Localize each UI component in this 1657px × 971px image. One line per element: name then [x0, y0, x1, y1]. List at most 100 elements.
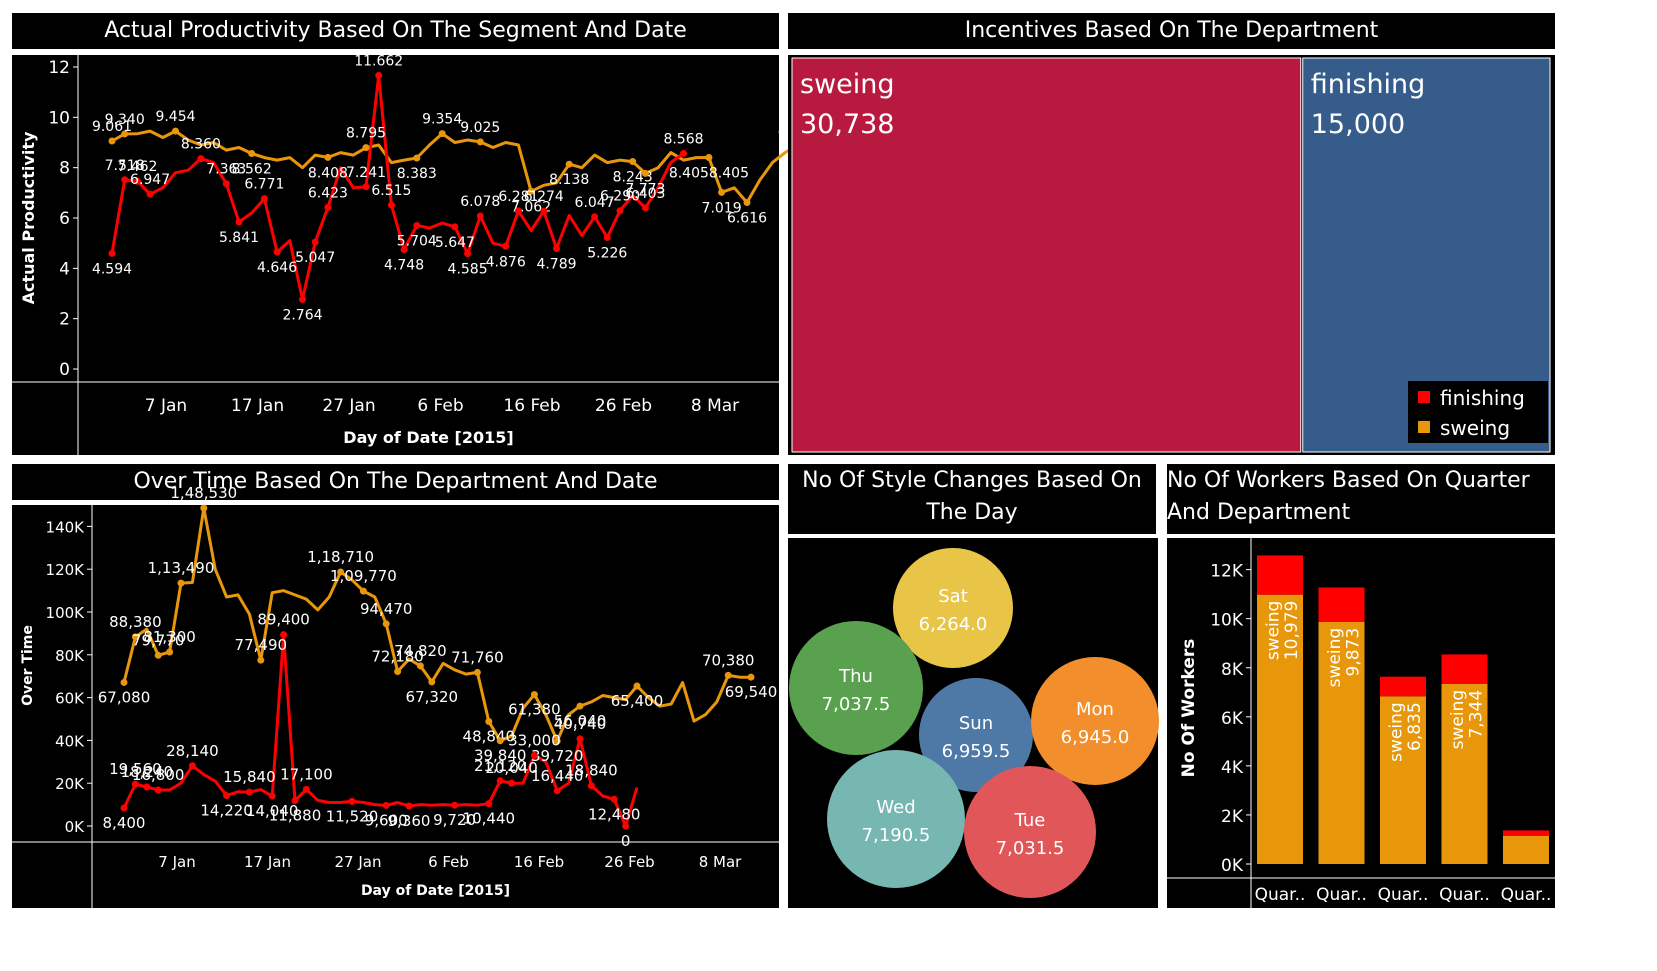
bar-value-label: sweing6,835 [1386, 702, 1425, 762]
data-point-sweing [131, 633, 139, 641]
data-point-finishing [260, 195, 268, 203]
data-label: 72,180 [371, 648, 424, 666]
data-label: 61,380 [508, 701, 561, 719]
data-point-finishing [222, 180, 230, 188]
data-label: 1,48,530 [170, 484, 237, 502]
y-tick-label: 2 [59, 310, 70, 330]
y-tick-label: 10K [1210, 611, 1244, 631]
data-point-finishing [108, 249, 116, 257]
data-point-sweing [200, 504, 208, 512]
data-label: 6.403 [625, 186, 665, 202]
data-label: 6.616 [727, 210, 767, 226]
data-point-finishing [553, 787, 561, 795]
data-point-sweing [416, 662, 424, 670]
data-label: 4.585 [448, 262, 488, 278]
data-label: 17,100 [280, 765, 333, 783]
data-label: 9,720 [433, 811, 476, 829]
data-label: 7.462 [117, 159, 157, 175]
data-label: 19,560 [109, 760, 162, 778]
data-label: 8.4058.405 [669, 165, 749, 181]
x-tick-label: 6 Feb [417, 396, 463, 416]
bubble-value-label: 6,959.5 [942, 741, 1011, 762]
y-tick-label: 12 [48, 58, 70, 78]
bar-sweing [1257, 594, 1303, 864]
x-axis-title: Day of Date [2015] [361, 883, 510, 899]
bar-sweing [1441, 683, 1488, 864]
series-line-sweing [111, 129, 799, 204]
data-label: 67,080 [98, 688, 151, 706]
data-point-sweing [394, 668, 402, 676]
data-label: 9,360 [388, 812, 431, 830]
series-line-finishing [110, 74, 685, 301]
data-point-sweing [527, 187, 535, 195]
x-tick-label: 8 Mar [699, 853, 742, 871]
x-tick-label: 16 Feb [503, 396, 560, 416]
data-label: 39,840 [474, 747, 527, 765]
style-bubble-chart: Sat 6,264.0 Thu 7,037.5 Sun 6,959.5 Mon 6,945.0… [789, 548, 1159, 898]
bubble-value-label: 6,264.0 [919, 614, 988, 635]
data-point-finishing [348, 797, 356, 805]
y-tick-label: 6 [59, 209, 70, 229]
data-point-sweing [413, 154, 421, 162]
x-tick-label: Quar.. [1439, 885, 1490, 905]
x-tick-label: 27 Jan [335, 853, 382, 871]
data-point-sweing [629, 158, 637, 166]
data-point-finishing [245, 788, 253, 796]
bar-value-label: sweing10,979 [1263, 601, 1302, 661]
bubble-sat [893, 548, 1013, 668]
bar-finishing [1441, 654, 1488, 684]
x-tick-label: 17 Jan [231, 396, 284, 416]
style-title: No Of Style Changes Based On The Day [802, 468, 1142, 525]
y-tick-label: 4 [59, 259, 70, 279]
data-point-sweing [724, 671, 732, 679]
bubble-value-label: 7,037.5 [822, 694, 891, 715]
data-label: 4.646 [257, 260, 297, 276]
y-tick-label: 0K [65, 818, 86, 836]
data-label: 11.662 [354, 54, 403, 70]
data-point-finishing [280, 631, 288, 639]
y-tick-label: 120K [46, 561, 86, 579]
legend-swatch-sweing [1418, 421, 1430, 433]
data-point-sweing [576, 702, 584, 710]
data-point-finishing [680, 149, 687, 157]
y-axis-title: Actual Productivity [19, 131, 38, 304]
bubble-mon [1031, 657, 1159, 785]
data-label: 9.354 [422, 112, 462, 128]
data-point-sweing [633, 682, 641, 690]
data-label: 81,300 [143, 628, 196, 646]
treemap-value-finishing: 15,000 [1311, 109, 1405, 140]
data-point-finishing [133, 177, 141, 185]
data-point-finishing [311, 238, 319, 246]
bar-finishing [1503, 830, 1549, 836]
y-tick-label: 60K [55, 690, 85, 708]
data-point-sweing [108, 137, 116, 145]
legend-swatch-finishing [1418, 391, 1430, 403]
data-point-finishing [291, 797, 299, 805]
x-tick-label: 26 Feb [604, 853, 654, 871]
data-point-finishing [451, 223, 459, 231]
x-tick-label: 7 Jan [145, 396, 187, 416]
data-label: 20,040 [485, 759, 538, 777]
x-tick-label: 17 Jan [244, 853, 291, 871]
data-label: 1,18,710 [307, 548, 374, 566]
data-label: 5.047 [295, 250, 335, 266]
data-label: 7.241 [346, 165, 386, 181]
data-label: 6.274 [524, 189, 564, 205]
data-label: 9,600 [365, 811, 408, 829]
data-label: 6.771 [244, 177, 284, 193]
data-label: 6.515 [371, 183, 411, 199]
y-tick-label: 80K [55, 647, 85, 665]
data-label: 7.518 [105, 158, 145, 174]
data-point-sweing [359, 587, 367, 595]
data-label: 9.454 [155, 109, 195, 125]
data-point-finishing [268, 792, 276, 800]
data-point-finishing [603, 233, 611, 241]
bubble-day-label: Sun [959, 713, 993, 734]
data-point-finishing [622, 822, 630, 830]
bar-finishing [1257, 555, 1303, 595]
data-point-finishing [375, 72, 383, 80]
overtime-chart: 0K 20K 40K 60K 80K 100K 120K 140K 7 Jan 17 Jan 27 … [12, 484, 779, 908]
data-point-finishing [530, 751, 538, 759]
data-point-sweing [743, 198, 751, 206]
bar-finishing [1380, 676, 1426, 697]
